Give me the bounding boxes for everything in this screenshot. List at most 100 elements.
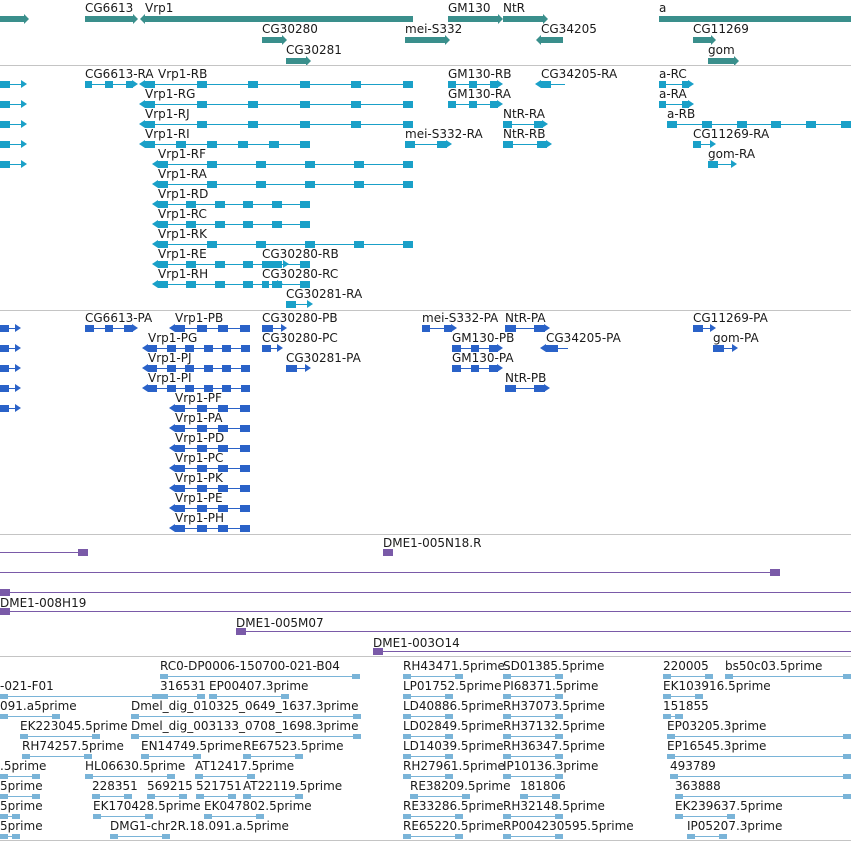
protein-track-feature-vrp1-pc[interactable]: [169, 464, 250, 473]
mrna-track-feature-vrp1-rd[interactable]: [152, 200, 310, 209]
protein-track-label-vrp1-pe[interactable]: Vrp1-PE: [175, 491, 223, 505]
est-label-363888[interactable]: 363888: [675, 779, 721, 793]
mrna-track-feature-cg6613-ra[interactable]: [85, 80, 138, 89]
est-label-ek239637-5prime[interactable]: EK239637.5prime: [675, 799, 783, 813]
est-label-rh27961-5prime[interactable]: RH27961.5prime: [403, 759, 505, 773]
mrna-track-label-vrp1-rh[interactable]: Vrp1-RH: [158, 267, 209, 281]
est-label-rc0-dp0006-150700-021-b04[interactable]: RC0-DP0006-150700-021-B04: [160, 659, 340, 673]
est-label-316531[interactable]: 316531: [160, 679, 206, 693]
est-feature-316531[interactable]: [160, 694, 205, 700]
clone-feature-dme1-003o14[interactable]: [373, 648, 851, 656]
est-feature-ld02849-5prime[interactable]: [403, 734, 453, 740]
est-label-pi68371-5prime[interactable]: PI68371.5prime: [503, 679, 599, 693]
mrna-track-label-vrp1-rk[interactable]: Vrp1-RK: [158, 227, 207, 241]
protein-track-feature-vrp1-pe[interactable]: [169, 504, 250, 513]
est-label-228351[interactable]: 228351: [92, 779, 138, 793]
mrna-track-label-gm130-rb[interactable]: GM130-RB: [448, 67, 512, 81]
mrna-track-label-cg34205-ra[interactable]: CG34205-RA: [541, 67, 618, 81]
est-label-5prime[interactable]: 5prime: [0, 779, 43, 793]
gene-bar-vrp1[interactable]: [140, 14, 413, 24]
est-label-5prime[interactable]: .5prime: [0, 759, 47, 773]
est-feature-dmel-dig-003133-0708-1698-3prime[interactable]: [131, 734, 361, 740]
est-label-493789[interactable]: 493789: [670, 759, 716, 773]
mrna-track-label-vrp1-ra[interactable]: Vrp1-RA: [158, 167, 207, 181]
gene-bar-unlabeled[interactable]: [0, 14, 29, 24]
est-feature-ld14039-5prime[interactable]: [403, 754, 453, 760]
gene-label-gm130[interactable]: GM130: [448, 1, 491, 15]
protein-track-feature-vrp1-pj[interactable]: [142, 364, 250, 373]
mrna-track-feature-vrp1-rb[interactable]: [139, 80, 413, 89]
est-feature-ek047802-5prime[interactable]: [204, 814, 264, 820]
est-feature-rp004230595-5prime[interactable]: [503, 834, 563, 840]
gene-bar-cg11269[interactable]: [693, 35, 716, 45]
clone-feature-dme1-008h19[interactable]: [0, 608, 851, 616]
est-label-rh43471-5prime[interactable]: RH43471.5prime: [403, 659, 505, 673]
protein-track-feature-edge-23[interactable]: [0, 324, 21, 333]
est-label-at22119-5prime[interactable]: AT22119.5prime: [243, 779, 343, 793]
est-feature-rh37073-5prime[interactable]: [503, 714, 563, 720]
gene-label-a[interactable]: a: [659, 1, 667, 15]
gene-bar-mei-s332[interactable]: [405, 35, 450, 45]
clone-feature-edge-2[interactable]: [0, 569, 780, 577]
mrna-track-feature-a-rb[interactable]: [667, 120, 851, 129]
mrna-track-feature-ntr-ra[interactable]: [503, 120, 548, 129]
protein-track-feature-vrp1-pd[interactable]: [169, 444, 250, 453]
protein-track-feature-gm130-pb[interactable]: [452, 344, 503, 353]
gene-label-cg30280[interactable]: CG30280: [262, 22, 318, 36]
mrna-track-feature-cg34205-ra[interactable]: [535, 80, 565, 89]
protein-track-label-vrp1-pa[interactable]: Vrp1-PA: [175, 411, 223, 425]
est-label-ld14039-5prime[interactable]: LD14039.5prime: [403, 739, 504, 753]
protein-track-feature-cg30280-pc[interactable]: [262, 344, 283, 353]
est-label-181806[interactable]: 181806: [520, 779, 566, 793]
mrna-track-feature-vrp1-rg[interactable]: [139, 100, 413, 109]
est-label-rh36347-5prime[interactable]: RH36347.5prime: [503, 739, 605, 753]
gene-label-ntr[interactable]: NtR: [503, 1, 526, 15]
est-label-ld02849-5prime[interactable]: LD02849.5prime: [403, 719, 504, 733]
gene-bar-a[interactable]: [659, 16, 851, 22]
protein-track-label-vrp1-ph[interactable]: Vrp1-PH: [175, 511, 224, 525]
est-label-5prime[interactable]: 5prime: [0, 819, 43, 833]
est-label-569215[interactable]: 569215: [147, 779, 193, 793]
clone-label-dme1-003o14[interactable]: DME1-003O14: [373, 636, 460, 650]
protein-track-feature-ntr-pa[interactable]: [505, 324, 550, 333]
mrna-track-label-vrp1-rc[interactable]: Vrp1-RC: [158, 207, 207, 221]
protein-track-feature-mei-s332-pa[interactable]: [422, 324, 457, 333]
est-feature-ep16545-3prime[interactable]: [667, 754, 851, 760]
mrna-track-feature-cg30280-rc[interactable]: [262, 280, 283, 289]
est-label-021-f01[interactable]: -021-F01: [0, 679, 54, 693]
protein-track-feature-edge-24[interactable]: [0, 344, 21, 353]
est-feature-091-a5prime[interactable]: [0, 714, 60, 720]
est-feature-dmel-dig-010325-0649-1637-3prime[interactable]: [131, 714, 361, 720]
est-label-rh32148-5prime[interactable]: RH32148.5prime: [503, 799, 605, 813]
mrna-track-label-gm130-ra[interactable]: GM130-RA: [448, 87, 511, 101]
protein-track-feature-edge-25[interactable]: [0, 364, 21, 373]
est-feature-dmg1-chr2r-18-091-a-5prime[interactable]: [110, 834, 170, 840]
mrna-track-feature-gom-ra[interactable]: [708, 160, 737, 169]
est-label-dmel-dig-010325-0649-1637-3prime[interactable]: Dmel_dig_010325_0649_1637.3prime: [131, 699, 359, 713]
est-label-bs50c03-5prime[interactable]: bs50c03.5prime: [725, 659, 823, 673]
clone-label-dme1-005m07[interactable]: DME1-005M07: [236, 616, 324, 630]
mrna-track-feature-cg30280-rb[interactable]: [262, 260, 289, 269]
est-feature-181806[interactable]: [520, 794, 560, 800]
est-feature-at12417-5prime[interactable]: [195, 774, 255, 780]
mrna-track-feature-cg30281-ra[interactable]: [286, 300, 313, 309]
mrna-track-feature-gm130-ra[interactable]: [448, 100, 503, 109]
est-feature-rh36347-5prime[interactable]: [503, 754, 563, 760]
est-label-lp01752-5prime[interactable]: LP01752.5prime: [403, 679, 502, 693]
protein-track-feature-cg6613-pa[interactable]: [85, 324, 138, 333]
est-feature-151855[interactable]: [663, 714, 683, 720]
mrna-track-feature-vrp1-ri[interactable]: [139, 140, 310, 149]
est-label-re67523-5prime[interactable]: RE67523.5prime: [243, 739, 344, 753]
mrna-track-feature-vrp1-rc[interactable]: [152, 220, 310, 229]
est-feature-at22119-5prime[interactable]: [243, 794, 303, 800]
gene-label-cg30281[interactable]: CG30281: [286, 43, 342, 57]
clone-feature-dme1-005m07[interactable]: [236, 628, 851, 636]
est-feature-ek170428-5prime[interactable]: [93, 814, 153, 820]
protein-track-label-cg30280-pb[interactable]: CG30280-PB: [262, 311, 338, 325]
protein-track-label-vrp1-pf[interactable]: Vrp1-PF: [175, 391, 222, 405]
protein-track-feature-cg11269-pa[interactable]: [693, 324, 716, 333]
est-label-ep03205-3prime[interactable]: EP03205.3prime: [667, 719, 767, 733]
est-feature-5prime[interactable]: [0, 834, 20, 840]
est-label-521751[interactable]: 521751: [196, 779, 242, 793]
protein-track-label-gom-pa[interactable]: gom-PA: [713, 331, 759, 345]
